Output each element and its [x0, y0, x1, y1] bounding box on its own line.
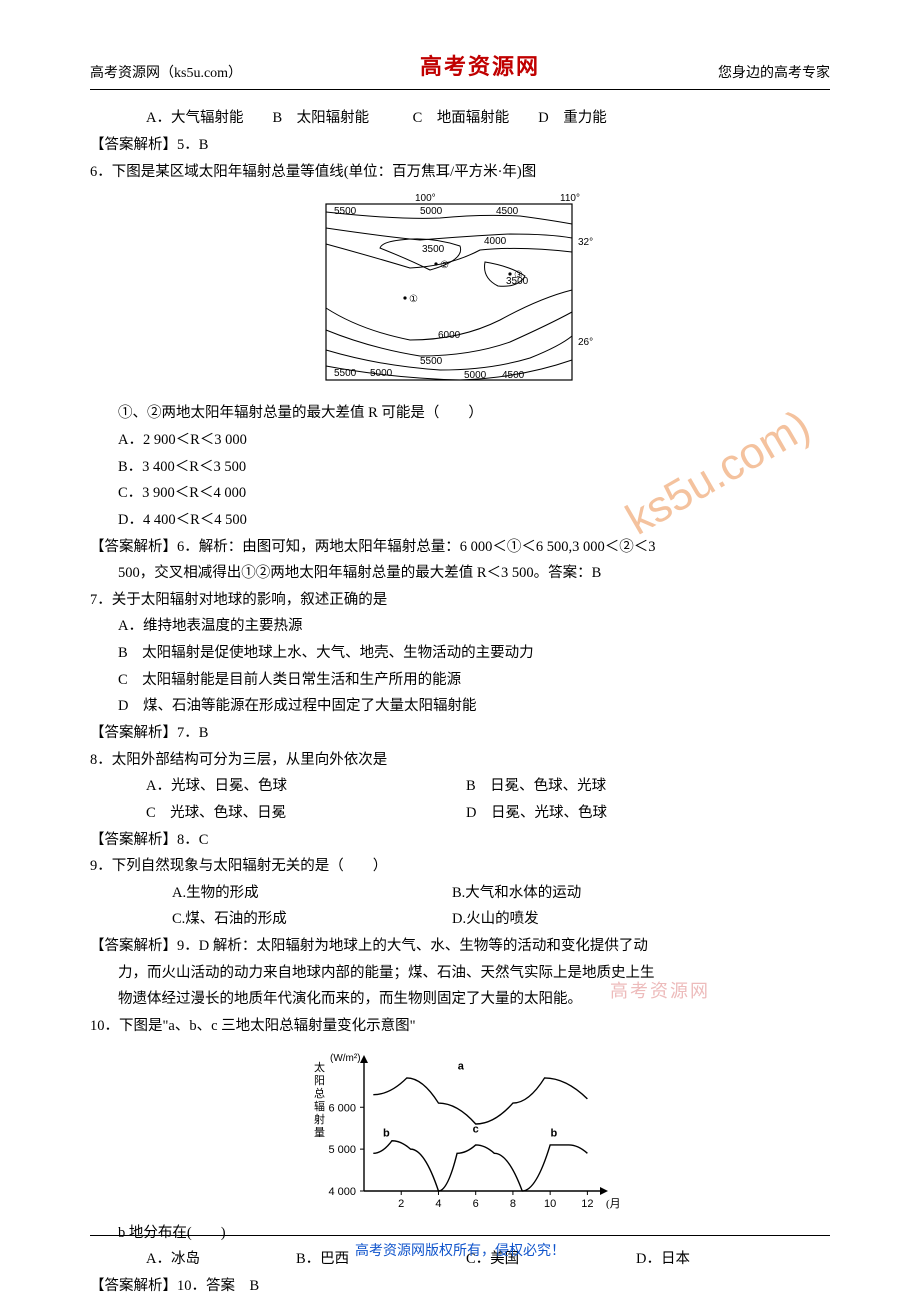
- svg-text:8: 8: [510, 1198, 516, 1210]
- svg-text:5000: 5000: [420, 206, 443, 217]
- q7-stem: 7．关于太阳辐射对地球的影响，叙述正确的是: [90, 588, 830, 613]
- svg-text:12: 12: [581, 1198, 593, 1210]
- svg-text:10: 10: [544, 1198, 556, 1210]
- svg-text:射: 射: [314, 1112, 325, 1126]
- q9-opt-c: C.煤、石油的形成: [172, 907, 392, 932]
- q8-row2: C 光球、色球、日冕 D 日冕、光球、色球: [90, 801, 830, 826]
- q6-opt-c: C．3 900＜R＜4 000: [90, 481, 830, 506]
- svg-text:4500: 4500: [502, 370, 525, 381]
- q7-opt-d: D 煤、石油等能源在形成过程中固定了大量太阳辐射能: [90, 694, 830, 719]
- svg-text:②: ②: [440, 260, 449, 271]
- q9-row2: C.煤、石油的形成 D.火山的喷发: [90, 907, 830, 932]
- content-area: ks5u.com)) 高考资源网 A．大气辐射能 B 太阳辐射能 C 地面辐射能…: [90, 106, 830, 1298]
- svg-text:5500: 5500: [420, 356, 443, 367]
- q9-stem: 9．下列自然现象与太阳辐射无关的是（ ）: [90, 854, 830, 879]
- q8-stem: 8．太阳外部结构可分为三层，从里向外依次是: [90, 748, 830, 773]
- q6-answer-l2: 500，交叉相减得出①②两地太阳年辐射总量的最大差值 R＜3 500。答案：B: [90, 561, 830, 586]
- svg-text:辐: 辐: [314, 1099, 325, 1113]
- q8-opt-a: A．光球、日冕、色球: [146, 774, 406, 799]
- header-center-title: 高考资源网: [420, 48, 540, 85]
- q5-answer: 【答案解析】5．B: [90, 133, 830, 158]
- q9-opt-d: D.火山的喷发: [452, 907, 539, 932]
- q9-answer-l1: 【答案解析】9．D 解析：太阳辐射为地球上的大气、水、生物等的活动和变化提供了动: [90, 934, 830, 959]
- svg-text:b: b: [551, 1127, 558, 1139]
- q10-answer: 【答案解析】10．答案 B: [90, 1274, 830, 1299]
- q6-opt-d: D．4 400＜R＜4 500: [90, 508, 830, 533]
- q8-opt-c: C 光球、色球、日冕: [146, 801, 406, 826]
- svg-text:b: b: [383, 1127, 390, 1139]
- svg-text:100°: 100°: [415, 193, 436, 204]
- q9-opt-a: A.生物的形成: [172, 881, 392, 906]
- svg-text:③: ③: [514, 270, 523, 281]
- q5-options: A．大气辐射能 B 太阳辐射能 C 地面辐射能 D 重力能: [90, 106, 830, 131]
- svg-text:阳: 阳: [314, 1074, 325, 1087]
- svg-text:6000: 6000: [438, 330, 461, 341]
- svg-text:2: 2: [398, 1198, 404, 1210]
- svg-text:5500: 5500: [334, 206, 357, 217]
- svg-text:4500: 4500: [496, 206, 519, 217]
- svg-text:110°: 110°: [560, 193, 580, 204]
- header-left: 高考资源网（ks5u.com）: [90, 62, 242, 86]
- q9-answer-l2: 力，而火山活动的动力来自地球内部的能量；煤、石油、天然气实际上是地质史上生: [90, 961, 830, 986]
- q6-answer-l1: 【答案解析】6．解析：由图可知，两地太阳年辐射总量：6 000＜①＜6 500,…: [90, 535, 830, 560]
- svg-text:4000: 4000: [484, 236, 507, 247]
- svg-text:太: 太: [314, 1061, 325, 1074]
- q9-row1: A.生物的形成 B.大气和水体的运动: [90, 881, 830, 906]
- svg-text:量: 量: [314, 1126, 325, 1139]
- q6-opt-b: B．3 400＜R＜3 500: [90, 455, 830, 480]
- svg-text:6 000: 6 000: [328, 1102, 356, 1114]
- q6-contour-map: 100° 110° 32° 26° 5500 50: [90, 190, 830, 395]
- header-right: 您身边的高考专家: [718, 62, 830, 86]
- svg-text:①: ①: [409, 294, 418, 305]
- svg-text:5000: 5000: [464, 370, 487, 381]
- svg-text:总: 总: [314, 1086, 325, 1100]
- page-header: 高考资源网（ks5u.com） 高考资源网 您身边的高考专家: [90, 48, 830, 90]
- q6-stem: 6．下图是某区域太阳年辐射总量等值线(单位：百万焦耳/平方米·年)图: [90, 160, 830, 185]
- q8-opt-b: B 日冕、色球、光球: [466, 774, 606, 799]
- q8-answer: 【答案解析】8．C: [90, 828, 830, 853]
- svg-text:5500: 5500: [334, 368, 357, 379]
- svg-text:6: 6: [473, 1198, 479, 1210]
- svg-text:5 000: 5 000: [328, 1144, 356, 1156]
- q8-row1: A．光球、日冕、色球 B 日冕、色球、光球: [90, 774, 830, 799]
- q10-line-chart: 4 000 5 000 6 000 2 4 6 8 10 12 太阳总辐射量 (W/m²) (月) a b…: [90, 1045, 830, 1215]
- q7-opt-a: A．维持地表温度的主要热源: [90, 614, 830, 639]
- svg-text:(W/m²): (W/m²): [330, 1053, 361, 1064]
- svg-text:5000: 5000: [370, 368, 393, 379]
- svg-text:26°: 26°: [578, 337, 593, 348]
- svg-text:(月): (月): [606, 1198, 620, 1210]
- q6-opt-a: A．2 900＜R＜3 000: [90, 428, 830, 453]
- svg-text:4 000: 4 000: [328, 1186, 356, 1198]
- svg-text:a: a: [458, 1060, 465, 1072]
- svg-text:3500: 3500: [422, 244, 445, 255]
- q9-opt-b: B.大气和水体的运动: [452, 881, 581, 906]
- q7-answer: 【答案解析】7．B: [90, 721, 830, 746]
- svg-text:32°: 32°: [578, 237, 593, 248]
- svg-text:c: c: [473, 1123, 479, 1135]
- q7-opt-c: C 太阳辐射能是目前人类日常生活和生产所用的能源: [90, 668, 830, 693]
- q6-subq: ①、②两地太阳年辐射总量的最大差值 R 可能是（ ）: [90, 401, 830, 426]
- q7-opt-b: B 太阳辐射是促使地球上水、大气、地壳、生物活动的主要动力: [90, 641, 830, 666]
- svg-text:4: 4: [435, 1198, 441, 1210]
- page-footer: 高考资源网版权所有，侵权必究！: [90, 1235, 830, 1264]
- q9-answer-l3: 物遗体经过漫长的地质年代演化而来的，而生物则固定了大量的太阳能。: [90, 987, 830, 1012]
- q10-stem: 10．下图是"a、b、c 三地太阳总辐射量变化示意图": [90, 1014, 830, 1039]
- q8-opt-d: D 日冕、光球、色球: [466, 801, 607, 826]
